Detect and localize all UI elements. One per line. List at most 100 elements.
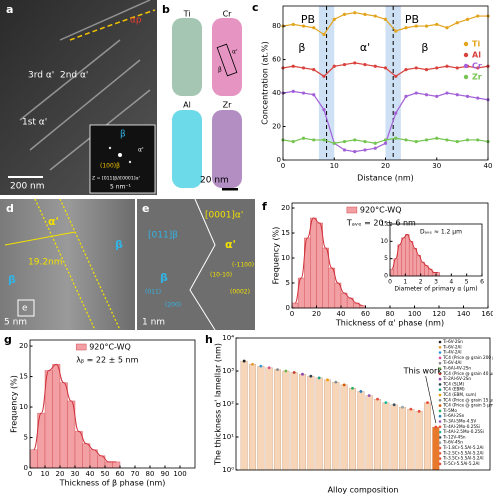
point bbox=[383, 138, 388, 142]
plot-frame bbox=[29, 339, 196, 469]
legend-marker bbox=[438, 361, 442, 365]
point bbox=[373, 146, 377, 150]
point bbox=[435, 22, 439, 27]
label: 19.2nm bbox=[28, 258, 63, 268]
point bbox=[435, 94, 439, 98]
legend-marker bbox=[438, 351, 442, 354]
point bbox=[301, 136, 306, 140]
width-arrow bbox=[4, 231, 76, 246]
label: (011) bbox=[145, 289, 161, 296]
legend-marker bbox=[438, 399, 442, 402]
annotation: Dₐᵥₑ ≈ 1.2 μm bbox=[420, 229, 462, 236]
x-tick-label: 70 bbox=[131, 470, 140, 478]
histogram-bar bbox=[389, 268, 395, 277]
legend-label: Ti-6Al-2Sn bbox=[442, 413, 465, 418]
point bbox=[445, 138, 449, 142]
scale-bar bbox=[8, 176, 43, 178]
histogram-bar bbox=[104, 461, 113, 469]
x-tick-label: 60 bbox=[361, 310, 370, 318]
x-tick-label: 0 bbox=[290, 310, 294, 318]
x-tick-label: 0 bbox=[388, 279, 392, 286]
point bbox=[394, 111, 398, 115]
legend-marker bbox=[438, 462, 442, 466]
point bbox=[332, 141, 336, 145]
point bbox=[476, 66, 480, 70]
point bbox=[301, 66, 306, 70]
bar-marker bbox=[284, 369, 288, 373]
annotation: λᵦ = 22 ± 5 nm bbox=[76, 356, 138, 365]
legend-label: TC4 (Price @ grain 40 μm) bbox=[442, 371, 493, 376]
scale-bar-label: 200 nm bbox=[10, 182, 45, 192]
label: [011]β bbox=[148, 231, 178, 241]
x-tick-label: 20 bbox=[381, 162, 390, 170]
label: β bbox=[120, 130, 126, 140]
annotation: PB bbox=[301, 13, 315, 26]
point bbox=[394, 29, 398, 33]
label: Ti bbox=[183, 10, 191, 19]
point bbox=[363, 12, 367, 16]
bar bbox=[373, 399, 382, 471]
legend-marker bbox=[438, 356, 442, 360]
panel-label: h bbox=[205, 333, 213, 346]
diffraction-inset bbox=[89, 124, 156, 194]
histogram-bar bbox=[74, 431, 83, 469]
roi-box bbox=[216, 43, 238, 77]
point bbox=[414, 139, 418, 144]
point bbox=[301, 91, 306, 95]
point bbox=[312, 68, 316, 72]
label: α' bbox=[48, 215, 59, 228]
point bbox=[291, 139, 295, 144]
y-tick-label: 20 bbox=[272, 123, 281, 131]
point bbox=[373, 14, 377, 18]
label: (200) bbox=[165, 302, 181, 309]
panel-label: f bbox=[262, 200, 267, 213]
point bbox=[404, 138, 408, 142]
x-tick-label: 1 bbox=[403, 279, 407, 286]
legend-marker bbox=[438, 340, 442, 344]
point bbox=[363, 62, 367, 67]
point bbox=[465, 138, 470, 142]
legend-label: Ti-5Cr-5.5Al-5.2Al bbox=[442, 461, 480, 466]
label: [0001]α' bbox=[205, 211, 243, 221]
label: 3rd α' bbox=[28, 71, 54, 81]
point bbox=[342, 62, 347, 67]
legend-marker bbox=[463, 41, 469, 47]
bar bbox=[432, 426, 440, 471]
annotation: α' bbox=[360, 41, 370, 54]
point bbox=[353, 150, 357, 154]
y-tick-label: 10⁰ bbox=[222, 466, 234, 474]
point bbox=[342, 139, 347, 144]
legend-label: Ti-12V-4Sn bbox=[442, 434, 466, 439]
label: α' bbox=[232, 49, 238, 56]
annotation: β bbox=[298, 41, 305, 54]
x-tick-label: 4 bbox=[449, 279, 453, 286]
point bbox=[353, 11, 357, 15]
legend-label: Ti-1.8Cr-5.5Al-5.2Al bbox=[442, 445, 484, 450]
y-axis-label: The thickness α' lamellar (nm) bbox=[214, 343, 223, 466]
histogram-bar bbox=[59, 382, 68, 469]
bar-marker bbox=[251, 362, 254, 366]
histogram-bar bbox=[412, 248, 418, 277]
point bbox=[383, 66, 388, 70]
label: 1st α' bbox=[22, 118, 47, 128]
bar bbox=[423, 402, 432, 471]
panel-e: e [011]β β [0001]α' α' (011) (200) (10-1… bbox=[137, 198, 255, 331]
legend-marker bbox=[438, 414, 442, 418]
x-axis-label: Thickness of β phase (nm) bbox=[59, 479, 166, 488]
x-tick-label: 90 bbox=[161, 470, 170, 478]
histogram-bar bbox=[405, 234, 410, 277]
legend-label: Ti-3.5Cr-5.5Al-5.2Al bbox=[442, 456, 484, 461]
bar-marker bbox=[376, 397, 379, 401]
y-axis-label: Frequency (%) bbox=[272, 227, 281, 285]
spot bbox=[108, 146, 112, 150]
point bbox=[445, 26, 449, 30]
point bbox=[404, 94, 408, 98]
point bbox=[322, 32, 326, 37]
point bbox=[414, 91, 418, 95]
lamellae bbox=[19, 0, 151, 171]
y-tick-label: 20 bbox=[281, 204, 290, 212]
spot bbox=[128, 160, 132, 164]
label: (-1100) bbox=[232, 262, 254, 269]
x-tick-label: 100 bbox=[173, 470, 186, 478]
point bbox=[394, 136, 398, 140]
